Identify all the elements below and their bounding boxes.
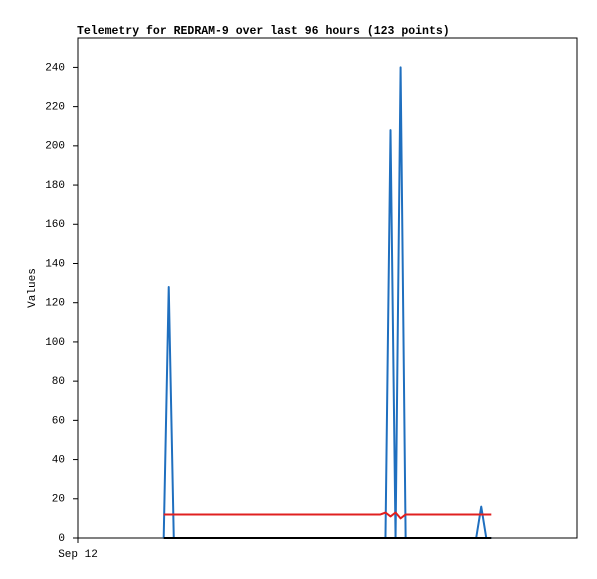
x-tick-label: Sep 12 xyxy=(58,549,98,561)
y-axis-label: Values xyxy=(27,268,39,308)
series-line xyxy=(163,511,492,520)
y-tick-label: 0 xyxy=(58,533,65,545)
y-tick-label: 220 xyxy=(45,102,65,114)
chart-title: Telemetry for REDRAM-9 over last 96 hour… xyxy=(77,25,450,38)
y-tick-label: 140 xyxy=(45,258,65,270)
y-tick-label: 200 xyxy=(45,141,65,153)
y-tick-label: 120 xyxy=(45,298,65,310)
y-tick-label: 80 xyxy=(52,376,65,388)
y-tick-label: 60 xyxy=(52,415,65,427)
y-tick-label: 160 xyxy=(45,219,65,231)
y-tick-label: 180 xyxy=(45,180,65,192)
y-tick-label: 40 xyxy=(52,454,65,466)
y-tick-label: 20 xyxy=(52,494,65,506)
y-tick-label: 240 xyxy=(45,62,65,74)
y-tick-label: 100 xyxy=(45,337,65,349)
